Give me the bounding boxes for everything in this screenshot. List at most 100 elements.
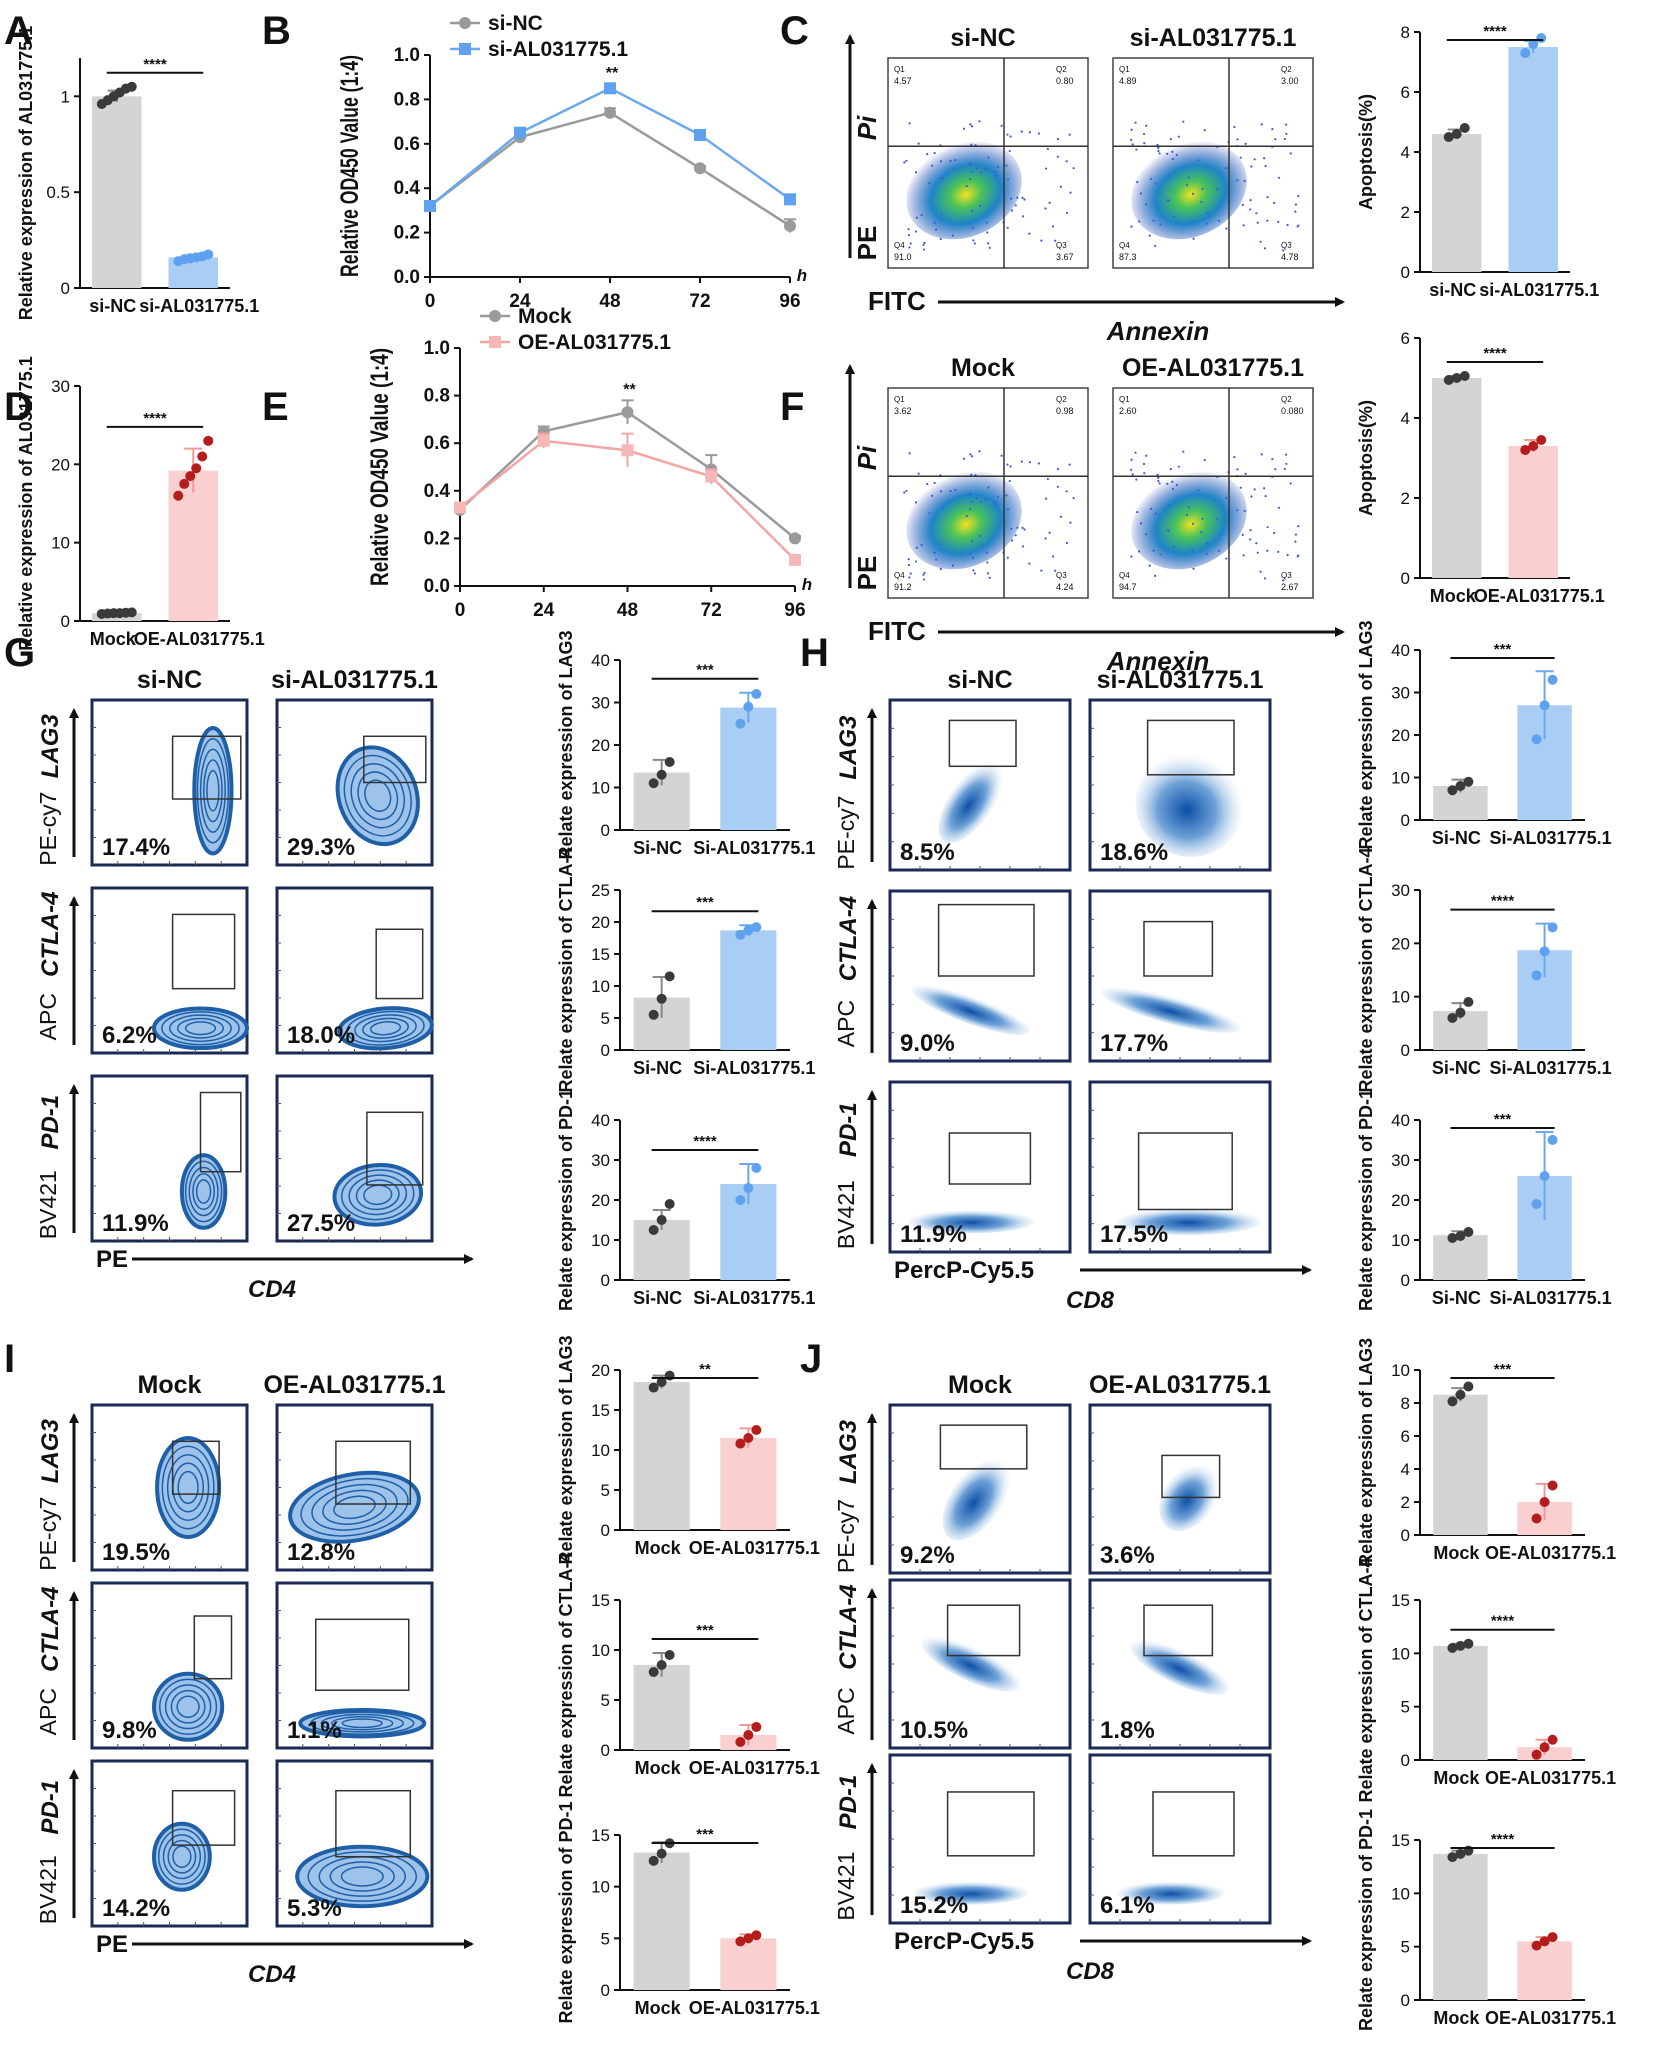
event-dot — [1249, 529, 1252, 532]
contour-ring — [354, 1014, 417, 1043]
event-dot — [968, 507, 972, 511]
dotplot-F-1: Q1 2.60 Q2 0.080 Q4 94.7 Q3 2.67 — [1112, 387, 1314, 599]
y-tick-label: 0 — [61, 279, 70, 298]
event-dot — [923, 578, 926, 581]
event-dot — [993, 170, 997, 174]
event-dot — [1169, 468, 1172, 471]
y-tick-label: 30 — [591, 1151, 610, 1170]
event-dot — [1065, 160, 1068, 163]
event-dot — [1166, 482, 1169, 485]
y-tick-label: 8 — [1401, 23, 1410, 42]
event-dot — [1154, 244, 1157, 247]
bar — [633, 1382, 690, 1530]
legend-marker — [489, 310, 501, 322]
y-tick-label: 30 — [1391, 684, 1410, 703]
event-dot — [1185, 183, 1189, 187]
data-point — [648, 778, 659, 789]
bar-chart-H3: 0 10 20 30 40 Si-NC Si-AL031775.1 *** Relate exp… — [1356, 1089, 1612, 1311]
y-tick-label: 10 — [51, 534, 70, 553]
contour-ring — [192, 726, 234, 856]
event-dot — [1282, 579, 1285, 582]
data-point — [789, 553, 801, 566]
event-dot — [971, 226, 975, 230]
event-dot — [1130, 128, 1133, 131]
event-dot — [1206, 541, 1209, 545]
column-header: OE-AL031775.1 — [263, 1371, 445, 1399]
bar — [1432, 134, 1482, 272]
event-dot — [971, 556, 975, 560]
gate-box — [375, 928, 424, 1000]
event-dot — [1187, 176, 1190, 179]
event-dot — [1168, 174, 1171, 178]
y-tick-label: 15 — [1391, 1831, 1410, 1850]
gate-box — [363, 735, 427, 784]
y-tick-label: 2 — [1401, 1493, 1410, 1512]
marker-label: LAG3 — [835, 715, 862, 780]
data-point — [1447, 1233, 1458, 1243]
y-tick-label: 20 — [51, 455, 70, 474]
event-dot — [933, 221, 936, 224]
gate-percentage: 6.1% — [1100, 1892, 1155, 1919]
event-dot — [1216, 188, 1219, 191]
event-dot — [933, 481, 936, 485]
event-dot — [926, 152, 929, 156]
data-point — [1443, 132, 1454, 142]
event-dot — [1056, 468, 1060, 471]
significance-stars: *** — [696, 662, 714, 679]
bar — [720, 1438, 777, 1530]
event-dot — [949, 489, 952, 493]
event-dot — [1139, 192, 1143, 195]
flow-plot: 9.8% — [90, 1581, 249, 1750]
event-dot — [1169, 138, 1172, 141]
data-point — [751, 689, 762, 699]
event-dot — [1249, 538, 1252, 541]
event-dot — [984, 168, 987, 171]
quadrant-value: 0.80 — [1056, 76, 1074, 86]
quadrant-name: Q1 — [1119, 395, 1130, 404]
event-dot — [1059, 185, 1062, 188]
contour-ring — [346, 1010, 425, 1046]
event-dot — [1005, 164, 1008, 167]
event-dot — [940, 543, 943, 546]
event-dot — [1056, 138, 1060, 141]
x-tick-label: 72 — [689, 291, 710, 312]
flow-plot: 27.5% — [275, 1074, 434, 1243]
y-tick-label: 5 — [601, 1481, 610, 1500]
gate-percentage: 27.5% — [287, 1210, 355, 1237]
channel-label: BV421 — [833, 1180, 859, 1249]
y-tick-label: 2 — [1401, 489, 1410, 508]
event-dot — [1045, 497, 1048, 500]
event-dot — [915, 546, 918, 549]
event-dot — [969, 552, 972, 555]
data-point — [1447, 785, 1458, 796]
quadrant-value: 91.0 — [894, 252, 912, 262]
event-dot — [1068, 463, 1071, 466]
event-dot — [1157, 479, 1160, 483]
event-dot — [923, 241, 926, 244]
gate-percentage: 17.7% — [1100, 1030, 1168, 1057]
quadrant-value: 91.2 — [894, 582, 912, 592]
x-category-label: Si-AL031775.1 — [693, 1288, 815, 1308]
channel-label: APC — [35, 993, 61, 1040]
event-dot — [1166, 529, 1169, 532]
y-tick-label: 0 — [1401, 569, 1410, 588]
contour-ring — [184, 1160, 223, 1223]
event-dot — [1150, 177, 1153, 181]
event-dot — [1069, 191, 1072, 194]
y-tick-label: 10 — [1391, 1644, 1410, 1663]
gate-percentage: 15.2% — [900, 1892, 968, 1919]
panel-letter: H — [800, 631, 829, 675]
y-tick-label: 5 — [1401, 1938, 1410, 1957]
y-tick-label: 40 — [1391, 1111, 1410, 1130]
event-dot — [1139, 522, 1143, 525]
contour-ring — [170, 1689, 206, 1724]
significance-stars: *** — [1494, 641, 1512, 658]
x-category-label: Si-NC — [633, 1058, 682, 1078]
y-axis-label: Relate expression of CTLA-4 — [556, 1552, 576, 1797]
gate-percentage: 9.2% — [900, 1542, 955, 1569]
y-tick-label: 2 — [1401, 203, 1410, 222]
event-dot — [1266, 219, 1269, 222]
y-tick-label: 20 — [1391, 1191, 1410, 1210]
data-point — [1539, 1171, 1550, 1181]
event-dot — [1233, 455, 1236, 459]
